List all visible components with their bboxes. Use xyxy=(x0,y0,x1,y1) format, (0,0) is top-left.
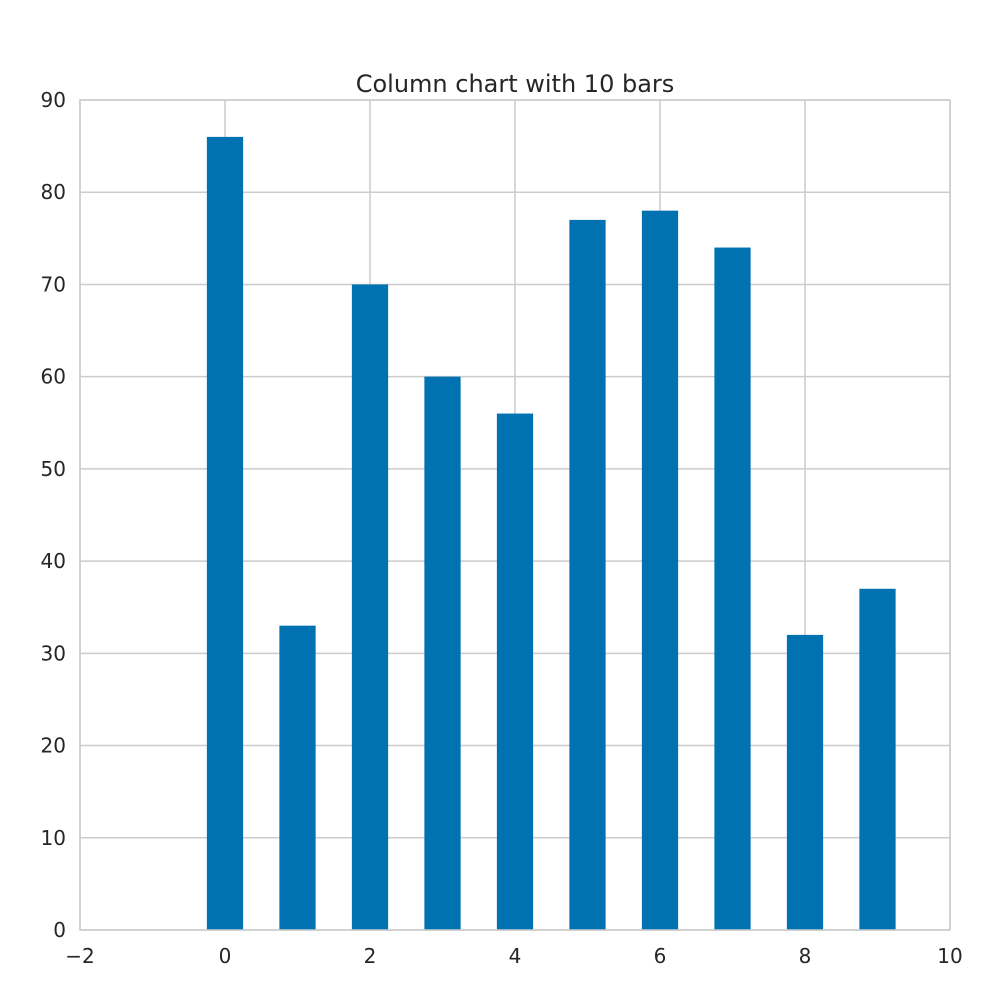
y-tick-label: 10 xyxy=(41,826,66,850)
bar-2 xyxy=(351,284,389,930)
bar-1 xyxy=(279,625,316,930)
y-tick-label: 40 xyxy=(41,549,66,573)
bar-6 xyxy=(641,210,679,930)
y-tick-label: 80 xyxy=(41,180,66,204)
bar-7 xyxy=(714,247,751,931)
plot-border xyxy=(79,99,951,931)
y-tick-label: 30 xyxy=(41,641,66,665)
axes-frame xyxy=(79,99,951,931)
bar-9 xyxy=(859,588,896,930)
x-tick-label: 2 xyxy=(364,944,377,968)
x-tick-label: 0 xyxy=(219,944,232,968)
x-tick-label: 10 xyxy=(937,944,962,968)
y-tick-label: 70 xyxy=(41,272,66,296)
x-tick-label: −2 xyxy=(65,944,94,968)
chart-title: Column chart with 10 bars xyxy=(356,70,675,98)
y-tick-label: 50 xyxy=(41,457,66,481)
bar-5 xyxy=(569,219,606,930)
bars xyxy=(206,136,896,931)
bar-8 xyxy=(786,634,824,930)
y-tick-label: 0 xyxy=(53,918,66,942)
x-tick-label: 4 xyxy=(509,944,522,968)
bar-4 xyxy=(496,413,534,930)
x-tick-label: 6 xyxy=(654,944,667,968)
bar-3 xyxy=(424,376,461,931)
y-tick-label: 90 xyxy=(41,88,66,112)
y-tick-label: 20 xyxy=(41,734,66,758)
x-tick-label: 8 xyxy=(799,944,812,968)
y-tick-label: 60 xyxy=(41,365,66,389)
bar-0 xyxy=(206,136,244,930)
y-tick-labels: 0 10 20 30 40 50 60 70 80 90 xyxy=(41,88,66,942)
x-tick-labels: −2 0 2 4 6 8 10 xyxy=(65,944,962,968)
